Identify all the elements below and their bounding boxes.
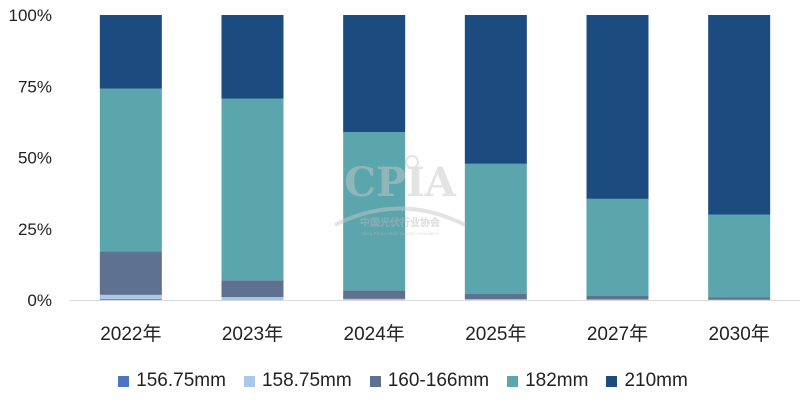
bar-segment xyxy=(221,297,284,300)
y-tick-label: 0% xyxy=(27,291,52,310)
watermark-org-name: 中国光伏行业协会 xyxy=(360,216,440,229)
bar-segment xyxy=(343,298,406,300)
legend-swatch xyxy=(243,375,255,387)
legend-item: 160-166mm xyxy=(369,370,490,392)
cpia-watermark: CPIA 中国光伏行业协会 China Photovoltaic Industr… xyxy=(334,155,466,236)
bar-segment xyxy=(586,296,649,300)
watermark-arc-icon xyxy=(334,206,466,227)
bar-segment xyxy=(708,15,771,215)
bar-segment xyxy=(464,294,527,300)
y-tick-label: 25% xyxy=(18,220,52,239)
bar-segment xyxy=(708,297,771,300)
bar-stack xyxy=(708,15,771,300)
chart-legend: 156.75mm 158.75mm 160-166mm 182mm 210mm xyxy=(0,368,806,394)
legend-label: 156.75mm xyxy=(136,370,226,391)
bar-stack xyxy=(586,15,649,300)
bar-segment xyxy=(221,15,284,99)
bar-segment xyxy=(343,15,406,133)
bars-layer xyxy=(99,15,771,300)
legend-item: 210mm xyxy=(606,370,688,392)
bar-segment xyxy=(708,214,771,298)
stacked-bar-chart: 0% 25% 50% 75% 100% 2022年 2023年 2024年 2025年 2027年… xyxy=(9,6,800,345)
x-tick-label: 2022年 xyxy=(100,323,161,345)
bar-stack xyxy=(343,15,406,300)
bar-segment xyxy=(99,299,162,300)
bar-segment xyxy=(221,98,284,281)
bar-segment xyxy=(99,15,162,89)
x-tick-label: 2024年 xyxy=(344,323,405,345)
legend-swatch xyxy=(118,375,130,387)
bar-segment xyxy=(99,88,162,252)
bar-segment xyxy=(464,163,527,295)
legend-item: 156.75mm xyxy=(118,370,226,392)
legend-item: 182mm xyxy=(507,370,588,392)
watermark-sun-icon xyxy=(405,155,419,169)
bar-segment xyxy=(464,299,527,300)
legend-label: 182mm xyxy=(525,370,589,391)
legend-label: 210mm xyxy=(624,370,688,391)
bar-segment xyxy=(586,299,649,300)
y-tick-label: 50% xyxy=(18,149,52,168)
bar-segment xyxy=(99,251,162,295)
legend-swatch xyxy=(369,375,381,387)
bar-segment xyxy=(586,198,649,297)
x-tick-label: 2027年 xyxy=(587,323,648,345)
legend-swatch xyxy=(606,375,618,387)
y-tick-label: 100% xyxy=(9,6,52,25)
x-tick-label: 2030年 xyxy=(709,323,770,345)
bar-stack xyxy=(99,15,162,300)
legend-item: 158.75mm xyxy=(243,370,352,392)
bar-segment xyxy=(221,280,284,298)
legend-swatch xyxy=(507,375,519,387)
legend-label: 160-166mm xyxy=(387,370,490,391)
axis-layer: 0% 25% 50% 75% 100% 2022年 2023年 2024年 2025年 2027年… xyxy=(9,6,800,345)
bar-stack xyxy=(221,15,284,300)
x-tick-label: 2025年 xyxy=(465,323,526,345)
legend-label: 158.75mm xyxy=(261,370,352,391)
bar-segment xyxy=(343,290,406,299)
y-tick-label: 75% xyxy=(18,77,52,96)
bar-segment xyxy=(99,294,162,300)
x-tick-label: 2023年 xyxy=(222,323,283,345)
bar-segment xyxy=(586,15,649,199)
bar-segment xyxy=(464,15,527,164)
bar-stack xyxy=(464,15,527,300)
watermark-org-name-en: China Photovoltaic Industry Association xyxy=(361,231,440,236)
watermark-logo-text: CPIA xyxy=(344,159,457,206)
